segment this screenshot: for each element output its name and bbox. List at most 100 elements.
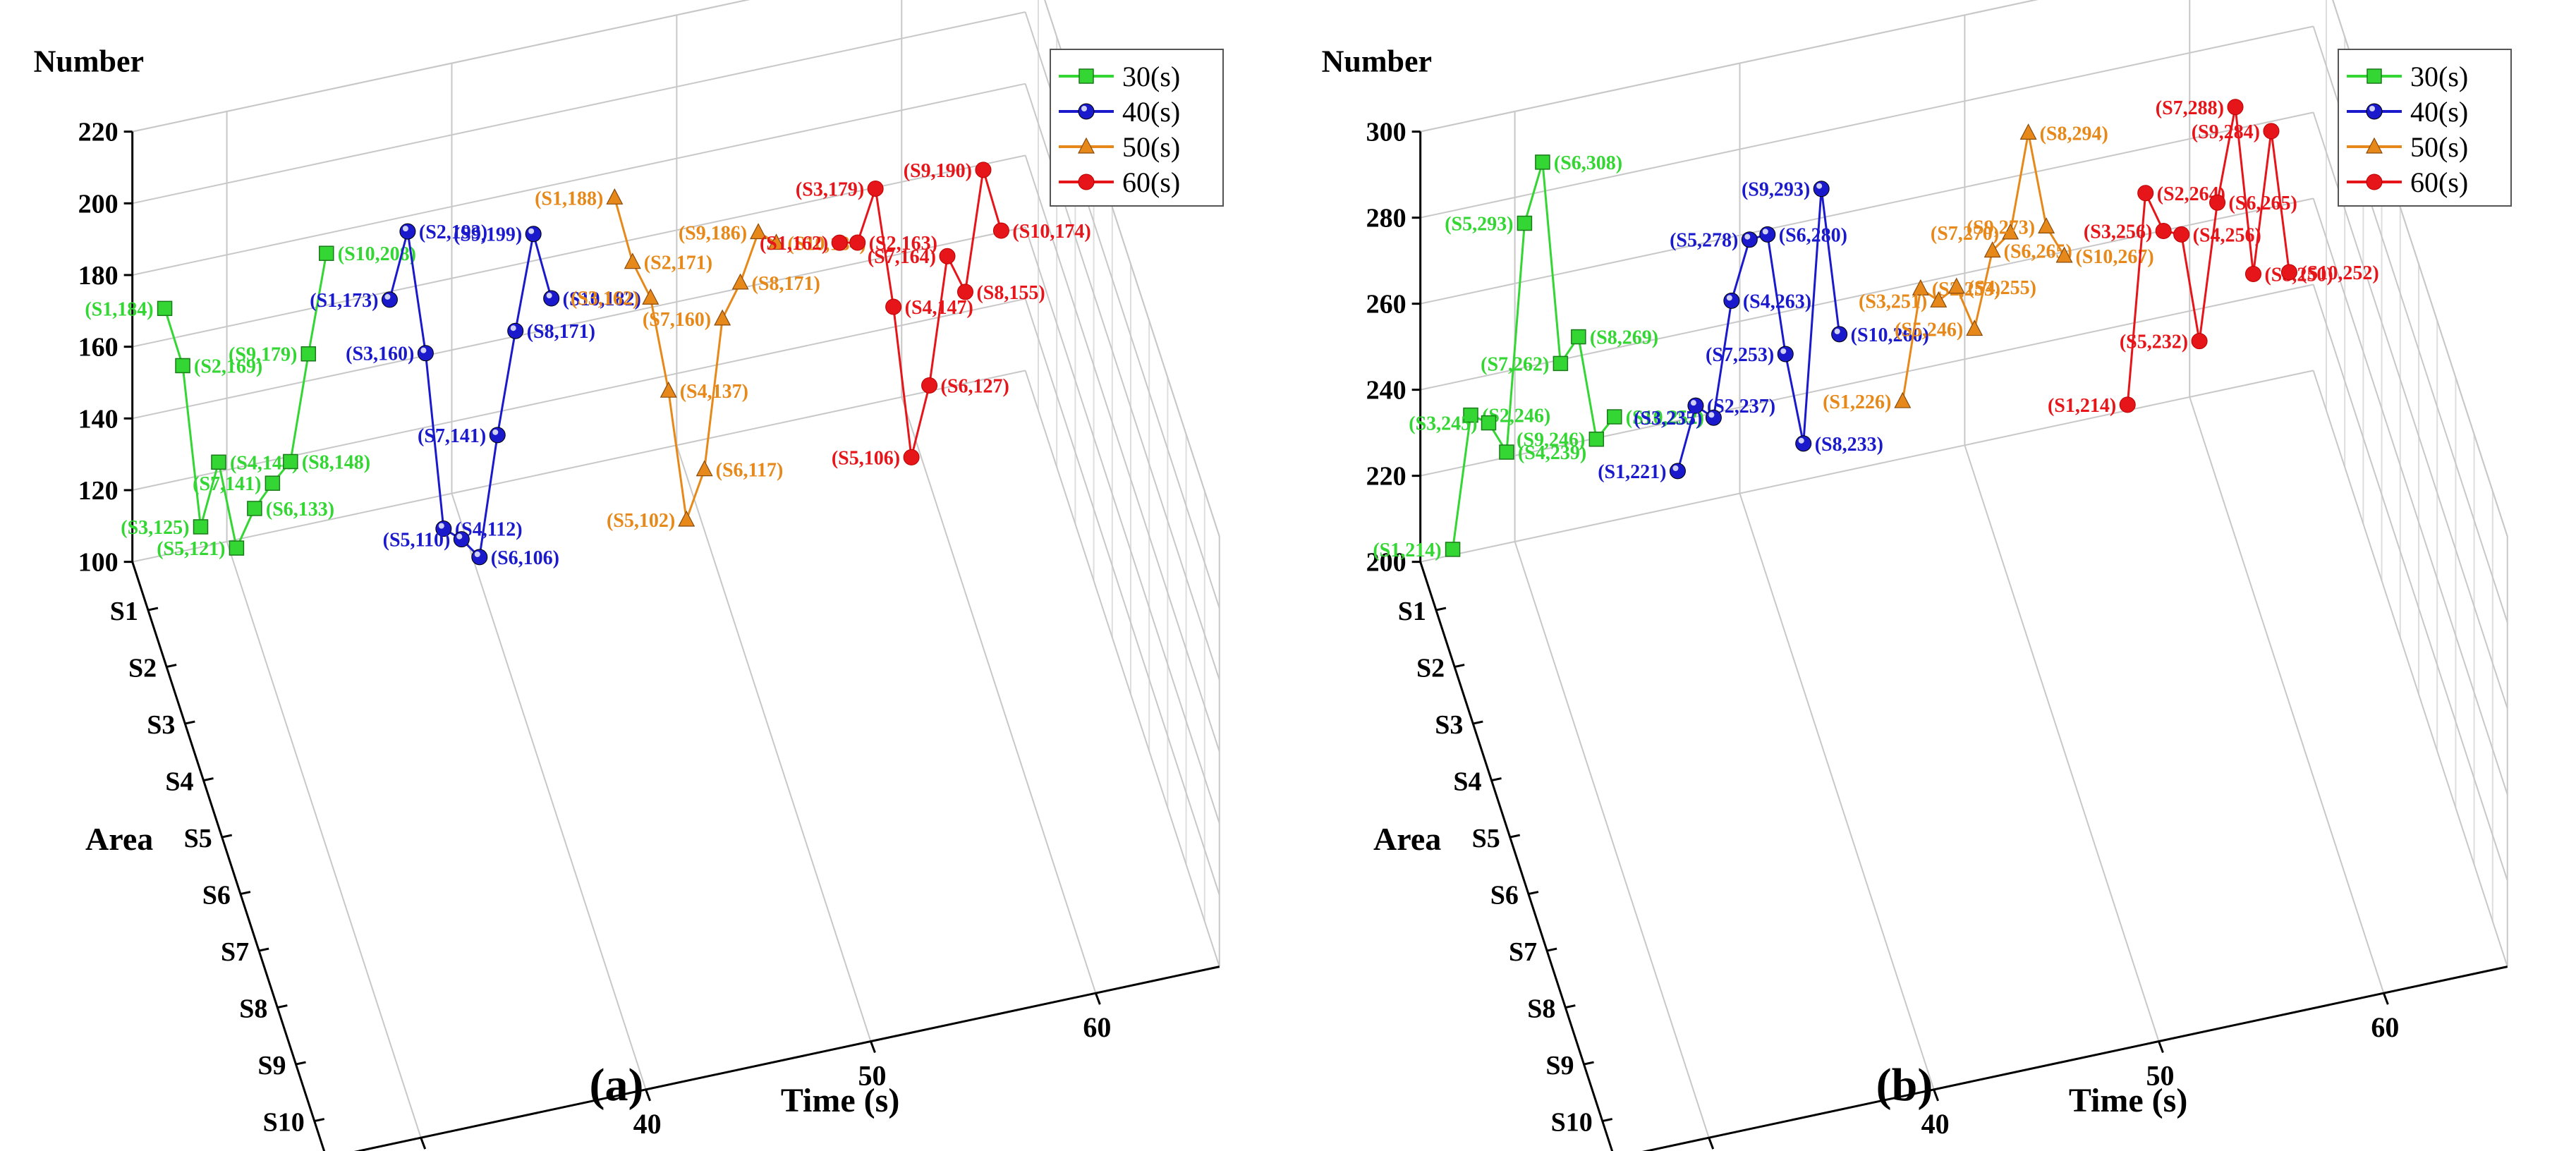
data-point-highlight [402,226,408,232]
data-label: (S6,280) [1779,224,1847,246]
data-point [1741,231,1758,248]
data-point [2055,246,2073,263]
data-label: (S5,293) [1445,214,1513,236]
data-point [885,298,902,315]
data-point [1588,431,1605,447]
data-label: (S7,288) [2156,97,2224,119]
area-tick-mark [1435,607,1447,611]
data-label: (S10,252) [2300,262,2378,284]
data-label: (S10,174) [1012,221,1090,243]
data-point [1463,407,1478,423]
time-tick-mark [420,1137,427,1150]
time-tick-label: 60 [2371,1011,2399,1043]
data-point [849,234,866,251]
data-label: (S10,267) [2076,246,2154,268]
legend-label: 40(s) [1122,96,1180,128]
data-label: (S8,171) [527,321,595,343]
data-point [2280,264,2297,281]
area-tick-mark [1565,1004,1576,1009]
area-tick-label: S3 [147,710,175,740]
series-line [1901,133,2065,402]
grid-line-z [132,83,1026,276]
panel-caption: (b) [1876,1059,1933,1111]
axes [1419,131,2508,1151]
data-label: (S1,226) [1823,391,1891,413]
data-point [507,322,524,339]
grid-line-side [2312,112,2508,709]
data-label: (S8,155) [976,282,1045,304]
data-point [211,454,226,470]
data-point [543,290,560,307]
grid-line-side [2312,198,2508,795]
area-tick-label: S3 [1435,710,1463,740]
time-tick-mark [1708,1137,1715,1150]
data-label: (S8,233) [1815,434,1883,456]
series-line [164,252,328,552]
legend-marker [2366,103,2383,120]
data-label: (S6,117) [716,460,784,482]
data-label: (S9,186) [679,222,747,244]
data-label: (S5,102) [607,510,675,532]
data-point [247,501,262,516]
data-point [399,223,416,240]
grid-line-z [132,370,1026,563]
data-point-highlight [1780,348,1787,354]
data-point [867,180,884,197]
data-point-highlight [1708,412,1715,418]
data-point [1930,291,1948,307]
data-point [678,510,695,527]
data-point [921,377,938,394]
series-60s: (S1,214)(S2,264)(S3,256) (S4,256)(S5,232)… [2048,97,2379,417]
data-point-highlight [1798,437,1804,444]
data-point [300,346,317,362]
data-point [1571,329,1586,345]
time-tick-label: 60 [1083,1011,1111,1043]
data-point [750,223,767,240]
data-label: (S3,125) [121,517,189,539]
area-tick-label: S1 [1398,597,1426,626]
data-point [1894,391,1912,408]
data-point-highlight [1690,400,1696,406]
data-point-highlight [528,228,535,234]
area-axis-line [131,561,326,1151]
data-label: (S7,262) [1481,353,1549,375]
data-point [2155,222,2172,239]
data-point [660,381,677,398]
data-label: (S9,293) [1742,179,1810,201]
z-tick-label: 160 [78,333,119,363]
data-label: (S2,171) [644,252,712,274]
data-label: (S5,278) [1670,230,1738,252]
data-label: (S3,235) [1634,408,1702,430]
grid-line-time-floor [676,444,872,1042]
data-label: (S1,214) [2048,395,2116,417]
data-label: (S9,190) [904,160,972,182]
area-tick-mark [221,834,233,839]
area-axis-line [1419,561,1614,1151]
time-tick-mark [2382,992,2389,1005]
data-point [695,460,713,477]
area-tick-label: S8 [1527,994,1555,1024]
data-point [2191,333,2208,350]
legend-marker [2366,137,2383,154]
area-tick-label: S7 [221,937,249,967]
grid-line-z [132,11,1026,205]
data-point [1966,319,1983,336]
data-label: (S8,171) [752,273,820,295]
time-axis-line [1641,966,2508,1151]
area-axis-title: Area [85,821,153,857]
data-point-highlight [1726,295,1732,301]
grid-line-side [1024,155,1220,752]
series-line [613,197,777,520]
data-label: (S1,173) [310,290,378,312]
data-point-highlight [1744,233,1751,240]
legend-label: 60(s) [1122,166,1180,198]
z-axis-title: Number [1322,44,1432,79]
data-label: (S1,188) [535,188,603,209]
data-label: (S4,137) [680,381,748,403]
data-point [1983,241,2001,258]
time-axis-title: Time (s) [781,1082,899,1119]
z-tick-label: 200 [1366,548,1407,578]
area-tick-mark [1546,947,1557,952]
series-line [389,231,553,560]
data-label: (S9,179) [229,344,297,366]
